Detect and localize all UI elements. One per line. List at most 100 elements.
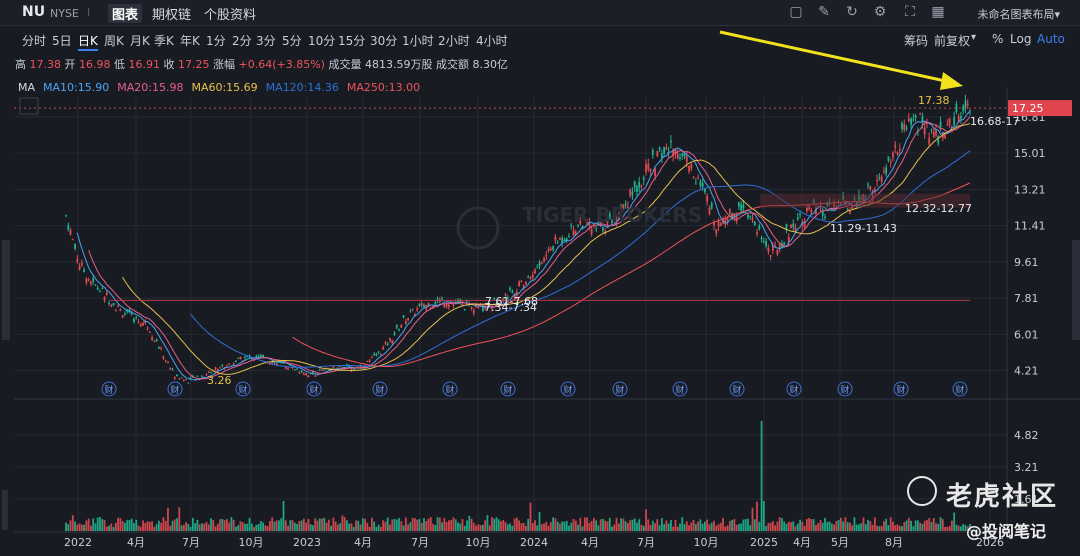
period-5[interactable]: 季K [154, 34, 174, 48]
candle-body-67 [216, 369, 219, 372]
vol-bar-279 [697, 521, 700, 531]
vol-bar-296 [735, 524, 738, 531]
period-15[interactable]: 2小时 [438, 34, 470, 48]
candle-body-317 [783, 242, 786, 245]
ma-legend[interactable]: MA MA10:15.90 MA20:15.98 MA60:15.69 MA120:14… [18, 81, 428, 94]
period-10[interactable]: 5分 [282, 34, 302, 48]
period-13[interactable]: 30分 [370, 34, 398, 48]
period-7[interactable]: 1分 [206, 34, 226, 48]
grid-layout-icon[interactable]: ▦ [931, 4, 945, 20]
vol-bar-358 [876, 525, 879, 531]
candle-body-324 [799, 214, 801, 216]
candle-body-259 [651, 150, 654, 155]
candle-body-152 [409, 311, 412, 313]
open-value: 16.98 [79, 58, 111, 71]
vol-bar-111 [316, 520, 319, 531]
period-8[interactable]: 2分 [232, 34, 252, 48]
refresh-icon[interactable]: ↻ [846, 4, 858, 20]
candle-body-11 [90, 281, 92, 284]
candle-body-80 [246, 356, 249, 358]
vol-bar-290 [722, 517, 724, 531]
period-6[interactable]: 年K [180, 34, 200, 48]
candle-body-252 [636, 186, 638, 192]
candle-body-179 [470, 306, 473, 309]
candle-body-189 [493, 297, 496, 300]
vol-bar-302 [749, 525, 752, 531]
percent-toggle[interactable]: % [992, 32, 1004, 46]
candle-body-327 [805, 207, 808, 212]
vol-bar-309 [765, 526, 767, 531]
vol-bar-369 [901, 526, 903, 531]
candle-body-32 [137, 321, 140, 323]
vol-bar-366 [894, 525, 897, 531]
candle-body-209 [538, 262, 541, 267]
vol-bar-343 [842, 521, 845, 531]
period-3[interactable]: 周K [104, 34, 124, 48]
vol-bar-180 [472, 522, 475, 531]
candle-body-126 [350, 370, 353, 372]
vol-bar-139 [380, 526, 382, 531]
period-2[interactable]: 日K [78, 32, 98, 51]
laohu-watermark-text: 老虎社区 [946, 482, 1059, 512]
candle-body-225 [574, 231, 577, 235]
vol-bar-220 [563, 521, 566, 531]
layout-menu[interactable]: 未命名图表布局▾ [977, 8, 1060, 21]
tab-options-chain[interactable]: 期权链 [152, 8, 192, 23]
vol-bar-351 [860, 523, 863, 531]
fullscreen-icon[interactable]: ⛶ [905, 4, 915, 20]
vol-bar-304 [753, 519, 756, 531]
candle-body-253 [638, 181, 641, 188]
period-12[interactable]: 15分 [338, 34, 366, 48]
candle-body-396 [962, 105, 965, 112]
period-0[interactable]: 分时 [22, 34, 47, 48]
period-1[interactable]: 5日 [52, 34, 72, 48]
candle-body-5 [76, 258, 79, 263]
log-toggle[interactable]: Log [1010, 32, 1032, 46]
candle-body-374 [912, 119, 915, 121]
vol-bar-347 [851, 525, 854, 531]
vol-bar-385 [937, 524, 940, 531]
adjust-dropdown-arrow[interactable]: ▾ [971, 32, 977, 43]
vol-bar-320 [790, 522, 792, 531]
candle-body-308 [762, 241, 765, 243]
vol-bar-61 [203, 523, 206, 531]
vol-bar-342 [839, 517, 842, 531]
candle-body-388 [944, 134, 946, 139]
period-11[interactable]: 10分 [308, 34, 336, 48]
period-9[interactable]: 3分 [256, 34, 276, 48]
vol-bar-222 [568, 525, 570, 531]
monitor-icon[interactable]: ▢ [789, 4, 803, 20]
candle-body-360 [880, 176, 883, 182]
vol-bar-120 [336, 524, 339, 531]
chips-toggle[interactable]: 筹码 [904, 34, 929, 48]
vol-bar-227 [579, 517, 582, 531]
auto-toggle[interactable]: Auto [1037, 32, 1065, 46]
vol-bar-257 [647, 519, 650, 531]
adjust-select[interactable]: 前复权 [934, 34, 971, 48]
period-4[interactable]: 月K [130, 34, 150, 48]
candle-body-278 [694, 183, 697, 185]
candle-body-372 [907, 118, 910, 122]
vol-bar-298 [740, 523, 743, 531]
vol-bar-164 [436, 517, 439, 531]
candle-body-265 [665, 147, 668, 150]
vol-bar-252 [636, 522, 638, 531]
vol-bar-195 [506, 524, 509, 531]
candle-body-66 [214, 367, 217, 370]
settings-gear-icon[interactable]: ⚙ [873, 4, 887, 20]
notes-watermark: @投阅笔记 [966, 522, 1047, 541]
period-16[interactable]: 4小时 [476, 34, 508, 48]
draw-pen-icon[interactable]: ✎ [818, 4, 830, 20]
tab-stock-profile[interactable]: 个股资料 [204, 8, 257, 23]
vol-bar-241 [611, 526, 613, 531]
vol-bar-99 [289, 520, 292, 531]
tab-chart[interactable]: 图表 [108, 4, 143, 23]
vol-bar-178 [468, 515, 471, 531]
vol-tick-2: 1.61 [1014, 493, 1039, 506]
vol-bar-188 [491, 517, 493, 531]
candle-body-97 [284, 366, 287, 369]
candle-body-10 [87, 279, 90, 281]
period-14[interactable]: 1小时 [402, 34, 434, 48]
vol-bar-379 [923, 520, 926, 531]
